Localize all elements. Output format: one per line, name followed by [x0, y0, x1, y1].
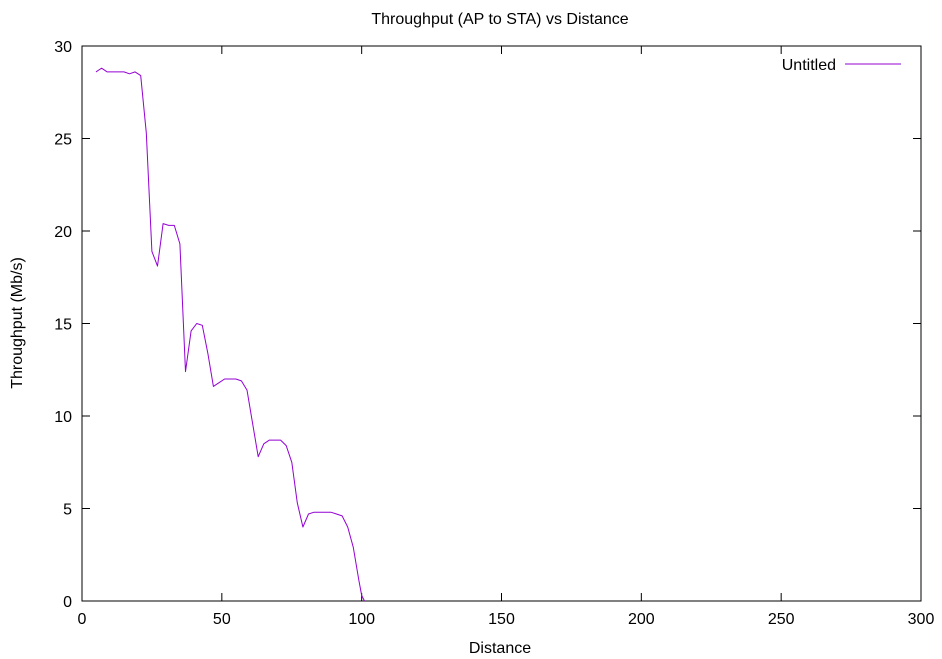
x-tick-label: 250 — [768, 611, 795, 628]
x-tick-label: 150 — [488, 611, 515, 628]
legend: Untitled — [782, 57, 901, 74]
x-tick-label: 100 — [348, 611, 375, 628]
legend-label: Untitled — [782, 57, 836, 74]
chart-title: Throughput (AP to STA) vs Distance — [371, 11, 628, 28]
plot-frame — [81, 45, 922, 602]
x-axis-label: Distance — [469, 640, 531, 657]
x-axis: 0 50 100 150 200 250 300 — [78, 46, 935, 628]
y-axis: 0 5 10 15 20 25 30 — [54, 39, 921, 611]
y-tick-label: 20 — [54, 224, 72, 241]
x-tick-label: 50 — [213, 611, 231, 628]
y-tick-label: 0 — [63, 594, 72, 611]
y-tick-label: 15 — [54, 317, 72, 334]
y-tick-label: 10 — [54, 409, 72, 426]
y-tick-label: 5 — [63, 502, 72, 519]
x-tick-label: 0 — [78, 611, 87, 628]
y-tick-label: 30 — [54, 39, 72, 56]
y-axis-label: Throughput (Mb/s) — [9, 257, 26, 389]
series-layer — [95, 67, 365, 602]
x-tick-label: 200 — [628, 611, 655, 628]
x-tick-label: 300 — [908, 611, 935, 628]
y-tick-label: 25 — [54, 132, 72, 149]
series-line-0 — [95, 67, 365, 602]
